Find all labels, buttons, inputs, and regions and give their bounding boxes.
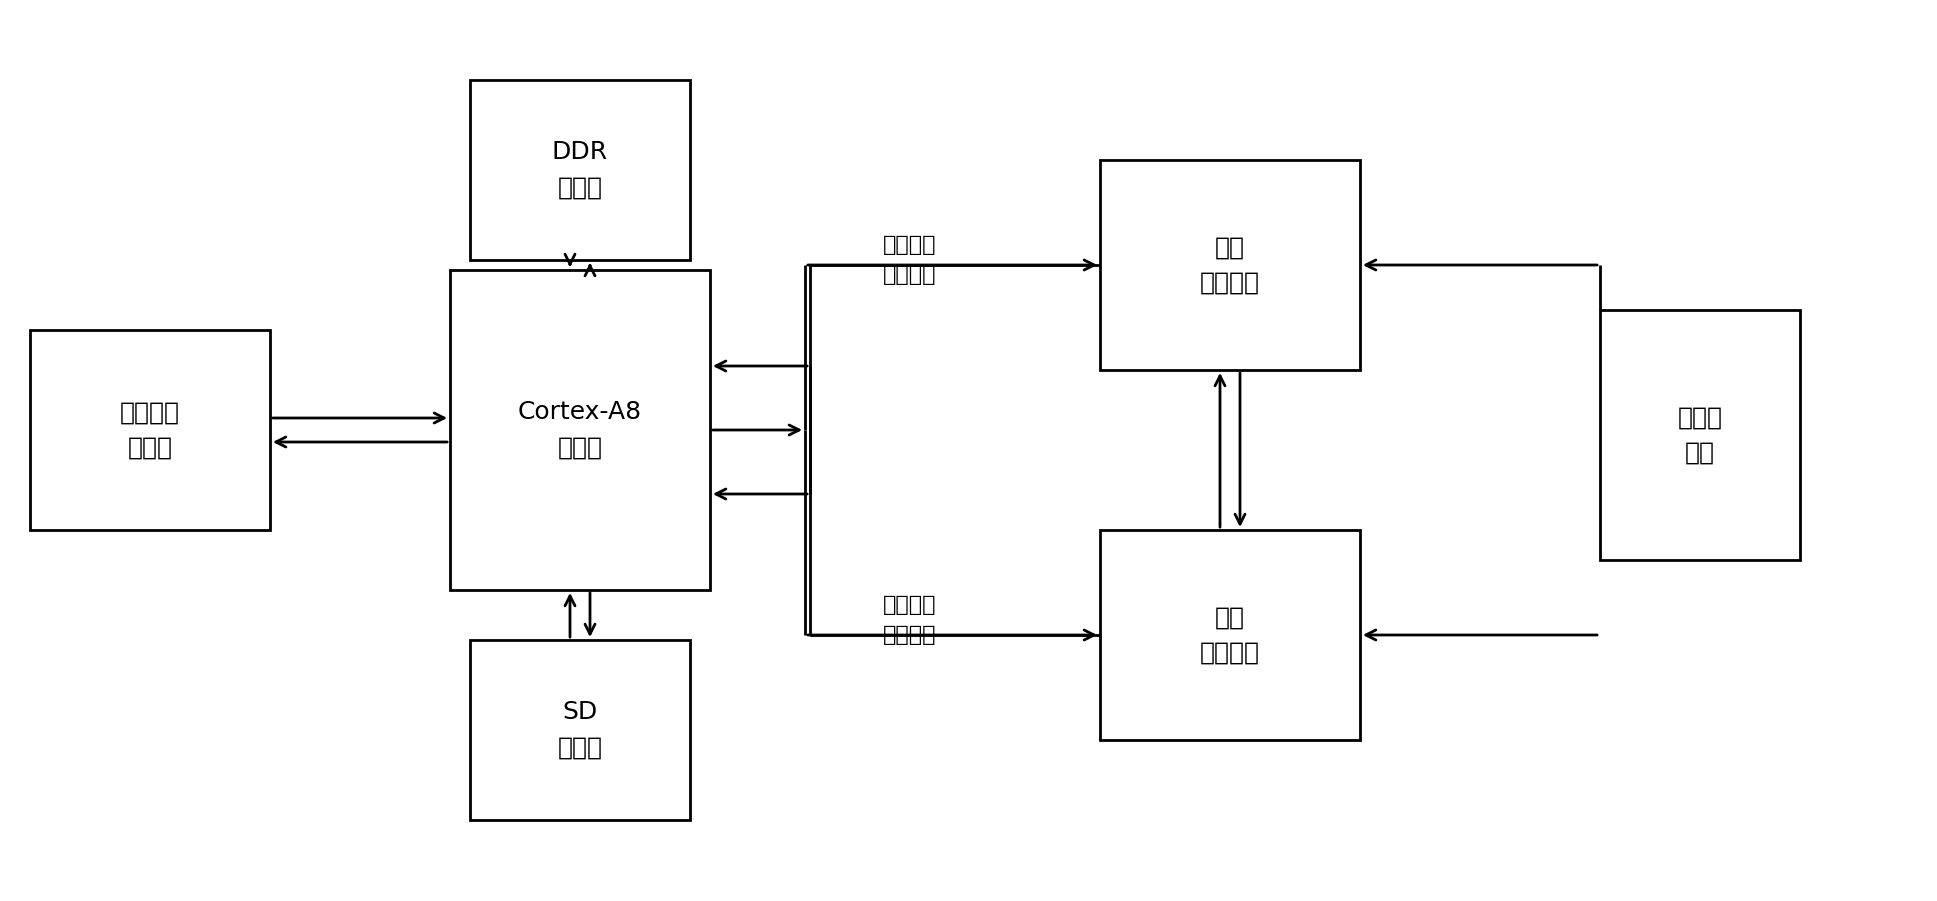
Text: 触点间距
图像输入: 触点间距 图像输入 (883, 596, 938, 645)
Text: 红光
成像模组: 红光 成像模组 (1201, 605, 1259, 665)
Bar (471, 80, 690, 260)
Text: 触点表面
图像输入: 触点表面 图像输入 (883, 235, 938, 285)
Text: 白光
成像模组: 白光 成像模组 (1201, 235, 1259, 295)
Bar (1100, 160, 1360, 370)
Bar (1600, 310, 1799, 560)
Text: SD
存储卡: SD 存储卡 (558, 700, 602, 760)
Text: DDR
存储器: DDR 存储器 (552, 141, 608, 200)
Bar (1100, 530, 1360, 740)
Bar (471, 640, 690, 820)
Bar (449, 270, 711, 590)
Text: 触摸控制
显示屏: 触摸控制 显示屏 (120, 400, 180, 460)
Text: Cortex-A8
处理器: Cortex-A8 处理器 (517, 400, 641, 460)
Text: 继电器
触头: 继电器 触头 (1677, 405, 1722, 465)
Bar (29, 330, 269, 530)
